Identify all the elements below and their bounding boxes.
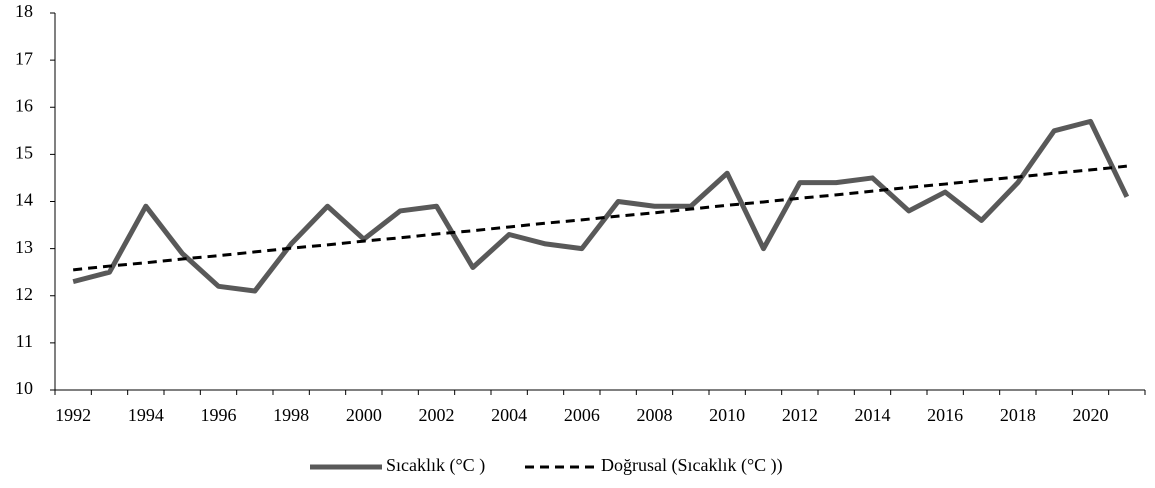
legend-label: Sıcaklık (°C ) [386,455,485,476]
y-tick-label: 13 [15,237,33,257]
x-tick-label: 2002 [419,405,455,425]
y-tick-label: 12 [15,284,33,304]
x-tick-label: 2016 [927,405,963,425]
y-tick-label: 15 [15,143,33,163]
x-tick-label: 2012 [782,405,818,425]
legend-label: Doğrusal (Sıcaklık (°C )) [601,455,783,476]
x-tick-label: 2010 [709,405,745,425]
x-tick-label: 2020 [1073,405,1109,425]
y-tick-label: 10 [15,378,33,398]
x-tick-label: 2018 [1000,405,1036,425]
y-tick-label: 18 [15,1,33,21]
x-tick-label: 1994 [128,405,164,425]
y-tick-label: 11 [16,331,33,351]
x-tick-label: 1998 [273,405,309,425]
y-tick-label: 17 [15,48,33,68]
x-tick-label: 2004 [491,405,527,425]
x-tick-label: 2008 [637,405,673,425]
x-tick-label: 1992 [55,405,91,425]
series-line [72,118,1130,294]
x-tick-label: 1996 [201,405,237,425]
y-tick-label: 14 [15,190,33,210]
x-tick-label: 2006 [564,405,600,425]
x-tick-label: 2014 [855,405,891,425]
x-tick-label: 2000 [346,405,382,425]
trend-line [73,164,1127,272]
y-tick-label: 16 [15,95,33,115]
